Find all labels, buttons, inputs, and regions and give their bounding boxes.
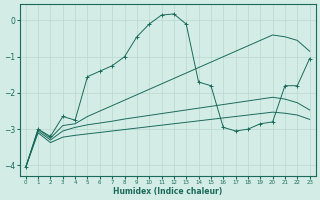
X-axis label: Humidex (Indice chaleur): Humidex (Indice chaleur) <box>113 187 222 196</box>
